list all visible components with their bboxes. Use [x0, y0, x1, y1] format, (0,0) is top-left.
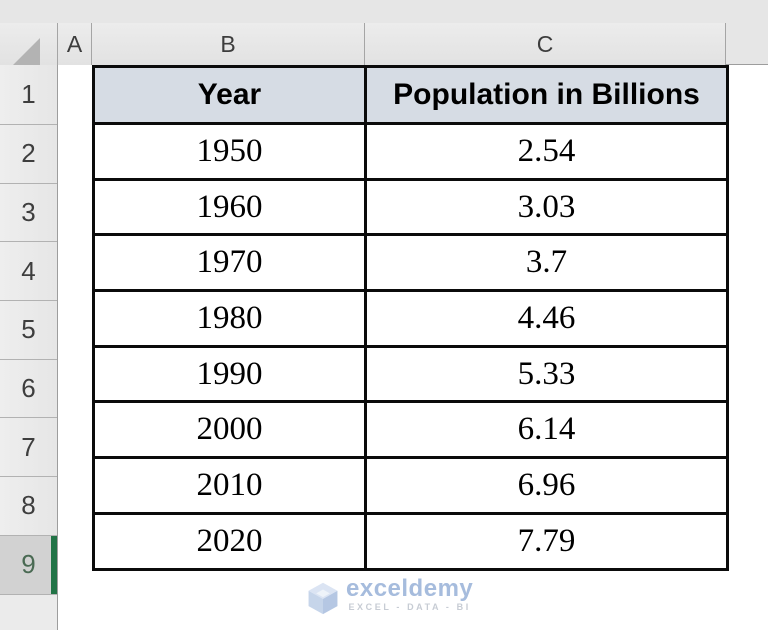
table-row: 1970 3.7	[92, 233, 729, 293]
row-header-6[interactable]: 6	[0, 359, 57, 419]
row-header-9-selected[interactable]: 9	[0, 535, 57, 595]
row-header-2[interactable]: 2	[0, 125, 57, 184]
cell-c6[interactable]: 5.33	[364, 344, 729, 404]
cell-c9[interactable]: 7.79	[364, 511, 729, 571]
row-header-strip: 1 2 3 4 5 6 7 8 9	[0, 65, 58, 630]
table-row: 2000 6.14	[92, 400, 729, 460]
cell-c1-population-header[interactable]: Population in Billions	[364, 65, 729, 125]
cell-b8[interactable]: 2010	[92, 456, 367, 515]
cell-b2[interactable]: 1950	[92, 122, 367, 181]
cell-b9[interactable]: 2020	[92, 511, 367, 571]
row-header-8[interactable]: 8	[0, 477, 57, 536]
table-row: 2010 6.96	[92, 456, 729, 515]
cell-c4[interactable]: 3.7	[364, 233, 729, 293]
table-row: 2020 7.79	[92, 511, 729, 571]
table-row: 1960 3.03	[92, 177, 729, 237]
cell-c2[interactable]: 2.54	[364, 122, 729, 181]
data-table: Year Population in Billions 1950 2.54 19…	[92, 65, 729, 571]
column-header-c[interactable]: C	[365, 23, 726, 65]
cell-b6[interactable]: 1990	[92, 344, 367, 404]
row-header-1[interactable]: 1	[0, 65, 57, 125]
row-header-5[interactable]: 5	[0, 301, 57, 360]
table-header-row: Year Population in Billions	[92, 65, 729, 125]
row-header-7[interactable]: 7	[0, 418, 57, 478]
watermark-text: exceldemy EXCEL - DATA - BI	[343, 575, 477, 612]
table-row: 1980 4.46	[92, 289, 729, 348]
cell-b1-year-header[interactable]: Year	[92, 65, 367, 125]
watermark-tagline: EXCEL - DATA - BI	[348, 602, 471, 612]
table-row: 1950 2.54	[92, 122, 729, 181]
select-all-button[interactable]	[0, 23, 58, 65]
cell-c5[interactable]: 4.46	[364, 289, 729, 348]
column-header-band: A B C	[0, 0, 768, 65]
select-all-icon	[13, 38, 40, 65]
column-header-b[interactable]: B	[92, 23, 365, 65]
cell-b7[interactable]: 2000	[92, 400, 367, 460]
exceldemy-watermark: exceldemy EXCEL - DATA - BI	[306, 575, 477, 615]
cell-b5[interactable]: 1980	[92, 289, 367, 348]
exceldemy-logo-icon	[308, 582, 338, 615]
column-header-a[interactable]: A	[58, 23, 92, 65]
watermark-brand: exceldemy	[346, 575, 474, 602]
cell-c3[interactable]: 3.03	[364, 177, 729, 237]
row-header-3[interactable]: 3	[0, 183, 57, 243]
cell-b4[interactable]: 1970	[92, 233, 367, 293]
cell-c8[interactable]: 6.96	[364, 456, 729, 515]
cell-b3[interactable]: 1960	[92, 177, 367, 237]
table-row: 1990 5.33	[92, 344, 729, 404]
cell-c7[interactable]: 6.14	[364, 400, 729, 460]
row-header-4[interactable]: 4	[0, 242, 57, 302]
